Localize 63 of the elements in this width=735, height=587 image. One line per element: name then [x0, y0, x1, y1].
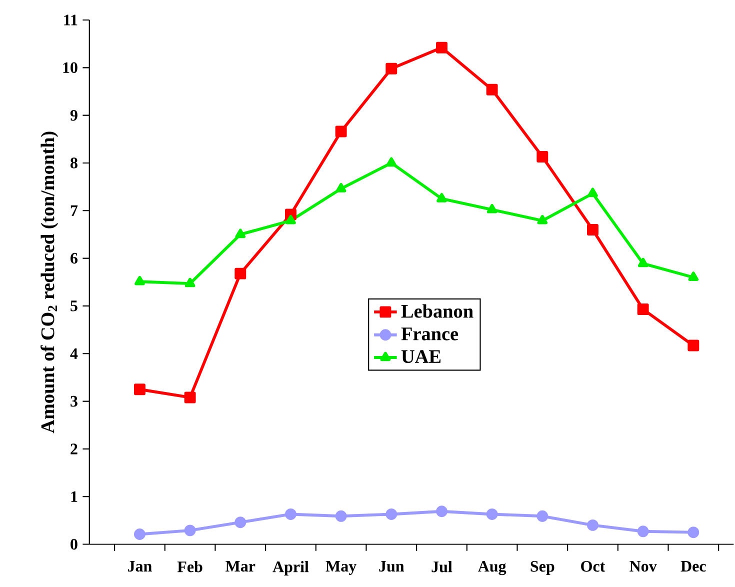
legend-label: France: [401, 328, 458, 340]
y-tick-label: 11: [64, 14, 78, 26]
x-tick-label: Jul: [432, 561, 452, 572]
point: [536, 151, 548, 163]
y-tick-label: 4: [70, 348, 78, 359]
point: [588, 188, 598, 198]
y-tick-label: 0: [70, 538, 78, 550]
y-tick-label: 10: [63, 62, 78, 74]
point: [637, 304, 649, 316]
y-tick-label: 8: [70, 158, 78, 168]
point: [688, 272, 699, 281]
point: [586, 519, 598, 531]
x-tick-label: Oct: [581, 560, 606, 572]
legend-label: UAE: [401, 350, 441, 364]
point: [184, 278, 196, 288]
legend-label: Lebanon: [401, 304, 474, 318]
x-tick-label: Nov: [630, 561, 657, 572]
y-axis-title: Amount of CO$_{2}$ reduced (ton/month): [40, 132, 58, 434]
point: [536, 510, 548, 522]
x-tick-label: Feb: [177, 561, 202, 572]
point: [134, 384, 146, 396]
point: [537, 214, 548, 224]
x-tick-label: Dec: [680, 561, 706, 572]
point: [638, 258, 648, 268]
point: [688, 526, 700, 538]
point: [234, 516, 246, 528]
point: [586, 224, 598, 236]
point: [134, 276, 145, 286]
point: [335, 126, 347, 138]
point: [436, 193, 447, 202]
x-tick-label: April: [272, 561, 309, 576]
point: [284, 508, 296, 520]
y-tick-label: 2: [70, 444, 78, 454]
x-tick-label: Sep: [530, 560, 554, 576]
y-tick-label: 7: [70, 205, 78, 216]
y-tick-label: 3: [70, 396, 78, 407]
y-tick-label: 1: [71, 491, 78, 502]
point: [486, 204, 498, 214]
point: [335, 510, 347, 522]
point: [688, 340, 700, 352]
point: [336, 183, 346, 192]
x-tick-label: Aug: [478, 561, 506, 576]
point: [386, 62, 398, 74]
point: [637, 526, 649, 538]
point: [286, 214, 296, 224]
point: [184, 392, 196, 404]
point: [386, 508, 398, 520]
point: [134, 528, 146, 540]
point: [486, 508, 498, 520]
point: [436, 506, 448, 518]
y-tick-label: 9: [70, 110, 78, 121]
y-tick-label: 5: [70, 300, 78, 312]
x-tick-label: Mar: [226, 561, 256, 572]
point: [234, 268, 246, 280]
x-tick-label: May: [326, 561, 356, 575]
x-tick-label: Jan: [128, 561, 152, 572]
point: [436, 42, 448, 54]
x-tick-label: Jun: [379, 561, 404, 572]
point: [235, 228, 246, 238]
point: [386, 157, 397, 167]
y-tick-label: 6: [70, 252, 78, 264]
point: [486, 84, 498, 96]
point: [184, 524, 196, 536]
